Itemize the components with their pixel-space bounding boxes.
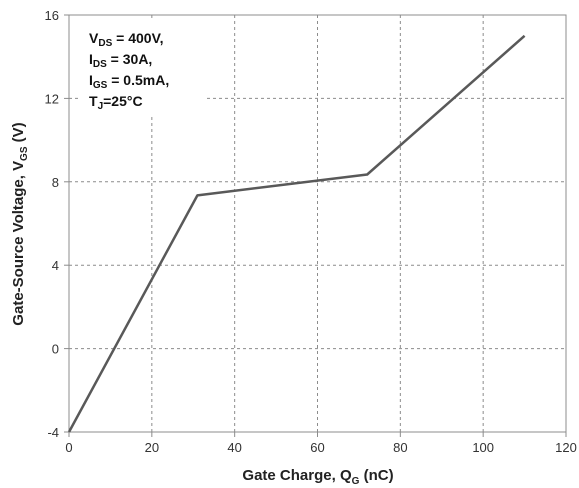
y-axis-ticks: -4 0 4 8 12 16 <box>45 8 69 440</box>
y-tick-label-0: -4 <box>47 425 59 440</box>
x-axis-ticks: 0 20 40 60 80 100 120 <box>65 432 577 455</box>
x-tick-label-0: 0 <box>65 440 72 455</box>
x-tick-label-5: 100 <box>472 440 494 455</box>
annotation-line-2: IGS = 0.5mA, <box>89 72 169 91</box>
x-tick-label-1: 20 <box>145 440 159 455</box>
x-axis-title: Gate Charge, QG (nC) <box>242 467 393 487</box>
y-tick-label-4: 12 <box>45 91 59 106</box>
annotation-line-0: VDS = 400V, <box>89 30 164 49</box>
annotation-line-1: IDS = 30A, <box>89 51 152 70</box>
x-tick-label-6: 120 <box>555 440 577 455</box>
y-tick-label-3: 8 <box>52 175 59 190</box>
test-conditions-annotation: VDS = 400V, IDS = 30A, IGS = 0.5mA, TJ=25°C <box>89 30 169 112</box>
x-tick-label-3: 60 <box>310 440 324 455</box>
y-tick-label-5: 16 <box>45 8 59 23</box>
y-tick-label-2: 4 <box>52 258 59 273</box>
x-tick-label-2: 40 <box>227 440 241 455</box>
series-layer <box>67 34 526 433</box>
y-axis-title: Gate-Source Voltage, VGS (V) <box>10 122 30 325</box>
y-tick-label-1: 0 <box>52 342 59 357</box>
annotation-background <box>81 21 207 117</box>
series-line-0 <box>67 34 526 433</box>
x-tick-label-4: 80 <box>393 440 407 455</box>
annotation-line-3: TJ=25°C <box>89 93 143 112</box>
